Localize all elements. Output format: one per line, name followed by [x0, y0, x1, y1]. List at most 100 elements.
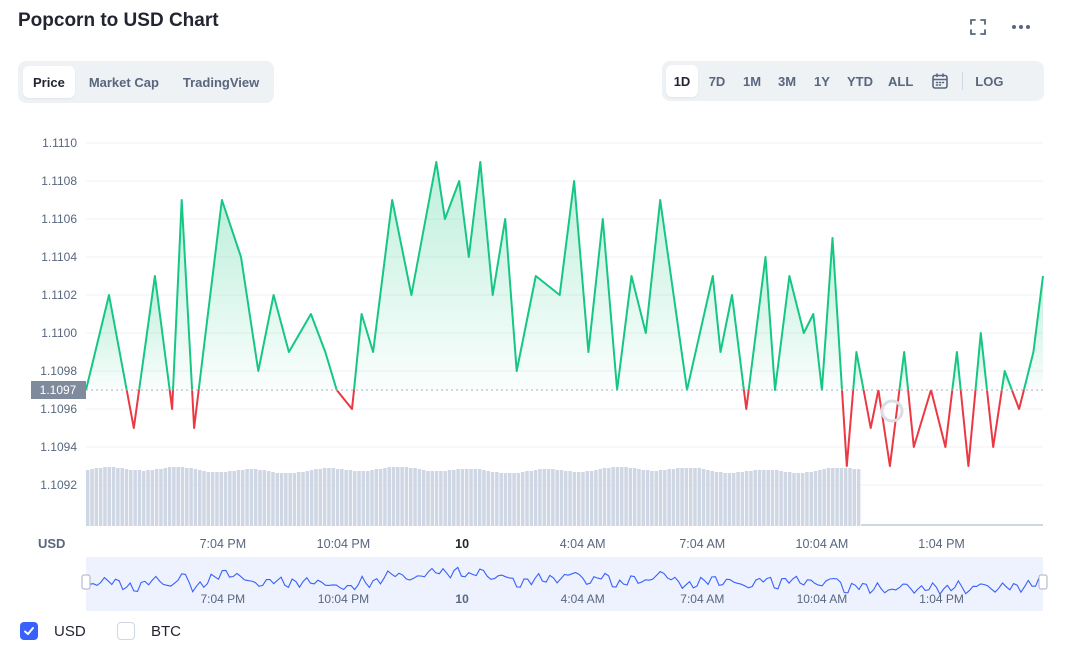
volume-bar	[370, 470, 374, 526]
range-navigator[interactable]: 7:04 PM 10:04 PM 10 4:04 AM 7:04 AM 10:04 AM 1…	[0, 555, 1080, 615]
navigator-selection[interactable]	[86, 557, 1043, 611]
volume-bar	[744, 471, 749, 526]
range-1m[interactable]: 1M	[742, 73, 762, 89]
navigator-line	[85, 566, 1044, 596]
volume-bar	[387, 467, 391, 526]
volume-bar	[486, 471, 491, 526]
volume-bar	[305, 471, 310, 526]
y-tick-label: 1.1104	[41, 250, 77, 264]
volume-bar	[757, 470, 762, 526]
volume-bar	[770, 470, 775, 526]
navigator-tick-label: 7:04 AM	[680, 592, 724, 606]
navigator-tick-label: 10:04 PM	[318, 592, 369, 606]
volume-bar	[331, 468, 335, 526]
price-line-down	[862, 389, 880, 429]
volume-bar	[628, 468, 633, 526]
range-all[interactable]: ALL	[888, 73, 914, 89]
volume-bar	[856, 469, 861, 526]
y-tick-label: 1.1096	[40, 402, 77, 416]
btc-checkbox[interactable]	[117, 622, 135, 640]
volume-bar	[335, 469, 340, 526]
volume-bar	[348, 470, 353, 526]
volume-bar	[684, 468, 689, 526]
volume-bar	[589, 471, 594, 526]
price-line-up	[974, 332, 988, 391]
more-icon[interactable]	[1008, 14, 1034, 40]
volume-bar	[116, 468, 120, 526]
y-tick-label: 1.1102	[41, 288, 77, 302]
volume-bar	[645, 470, 650, 526]
legend-usd[interactable]: USD	[20, 622, 86, 640]
volume-bar	[727, 473, 732, 526]
volume-bar	[508, 473, 512, 526]
volume-bar	[809, 472, 813, 526]
volume-bar	[447, 470, 452, 526]
volume-bar	[400, 467, 404, 526]
volume-bar	[538, 469, 542, 526]
tab-market-cap[interactable]: Market Cap	[88, 74, 159, 90]
divider	[962, 72, 964, 90]
volume-bar	[499, 473, 503, 526]
reference-price-tag	[31, 381, 86, 399]
volume-bar	[159, 469, 163, 526]
volume-bar	[572, 472, 577, 526]
price-line-up	[852, 351, 865, 391]
volume-bar	[124, 469, 129, 526]
volume-bar	[779, 471, 783, 526]
volume-bar	[120, 468, 124, 526]
volume-bar	[322, 468, 327, 526]
volume-bar	[620, 467, 624, 526]
volume-bar	[701, 469, 706, 526]
range-1d[interactable]: 1D	[666, 65, 698, 97]
volume-bar	[202, 471, 206, 526]
volume-bar	[245, 469, 249, 526]
volume-bar	[477, 469, 482, 526]
tab-tradingview[interactable]: TradingView	[182, 74, 260, 90]
x-tick-label: 4:04 AM	[560, 537, 606, 551]
navigator-tick-label: 10	[455, 592, 469, 606]
calendar-icon[interactable]	[924, 65, 956, 97]
volume-bar	[671, 469, 676, 526]
navigator-right-handle[interactable]	[1038, 574, 1048, 590]
volume-bar	[288, 473, 292, 526]
volume-bar	[615, 467, 620, 526]
price-line-up	[951, 351, 962, 391]
usd-checkbox[interactable]	[20, 622, 38, 640]
volume-bar	[516, 473, 521, 526]
volume-bar	[650, 471, 654, 526]
x-tick-label: 10	[455, 537, 469, 551]
price-line-up	[172, 199, 194, 391]
price-line-up	[197, 199, 338, 391]
range-3m[interactable]: 3M	[777, 73, 797, 89]
range-7d[interactable]: 7D	[708, 73, 726, 89]
volume-bar	[680, 468, 684, 526]
tab-price[interactable]: Price	[23, 66, 75, 98]
volume-bar	[90, 469, 94, 526]
volume-bar	[426, 471, 430, 526]
volume-bar	[753, 470, 758, 526]
volume-bar	[103, 467, 107, 526]
currency-axis-label: USD	[38, 536, 65, 551]
volume-bar	[206, 472, 211, 526]
volume-bar	[762, 470, 766, 526]
volume-bar	[361, 471, 366, 526]
volume-bar	[318, 469, 323, 526]
fullscreen-icon[interactable]	[965, 14, 991, 40]
range-1y[interactable]: 1Y	[814, 73, 830, 89]
volume-bar	[443, 471, 447, 526]
navigator-left-handle[interactable]	[81, 574, 91, 590]
volume-bar	[271, 472, 275, 526]
price-area-fill	[354, 162, 744, 390]
y-tick-label: 1.1094	[40, 440, 77, 454]
volume-bar	[602, 468, 607, 526]
volume-bar	[107, 467, 112, 526]
range-ytd[interactable]: YTD	[847, 73, 873, 89]
volume-bar	[551, 469, 555, 526]
price-line-down	[742, 389, 750, 410]
volume-bar	[249, 469, 254, 526]
legend-btc[interactable]: BTC	[117, 622, 181, 640]
price-line-up	[747, 237, 843, 391]
volume-bar	[141, 471, 146, 526]
price-line-down	[191, 389, 200, 429]
log-scale-toggle[interactable]: LOG	[975, 73, 1004, 89]
